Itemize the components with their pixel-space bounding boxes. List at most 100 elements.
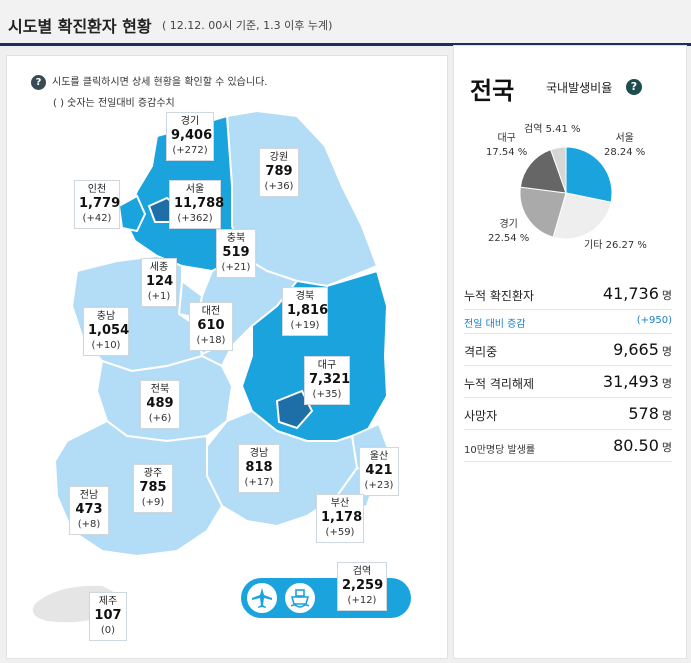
region-incheon[interactable] — [117, 194, 147, 233]
stat-label: 누적 격리해제 — [464, 377, 535, 391]
region-name: 검역 — [352, 566, 372, 577]
region-label-daegu[interactable]: 대구 7,321 (+35) — [304, 356, 350, 405]
pie-label-name: 대구 — [497, 133, 516, 144]
pie-label-name: 경기 — [499, 219, 518, 230]
region-name: 부산 — [330, 498, 350, 509]
region-count: 2,259 — [342, 578, 384, 593]
region-delta: (+9) — [141, 497, 165, 508]
pie-label-value: 17.54 % — [486, 147, 528, 158]
airplane-icon[interactable] — [245, 581, 279, 615]
region-label-chungbuk[interactable]: 충북 519 (+21) — [216, 229, 256, 278]
region-name: 전북 — [150, 384, 170, 395]
help-text: 시도를 클릭하시면 상세 현황을 확인할 수 있습니다. — [52, 77, 268, 88]
region-name: 전남 — [79, 490, 99, 501]
region-delta: (+36) — [264, 181, 294, 192]
help-note: ( ) 숫자는 전일대비 증감수치 — [53, 98, 175, 109]
region-delta: (+18) — [196, 335, 226, 346]
region-count: 489 — [146, 396, 174, 411]
stat-delta: 전일 대비 증감 (+950) — [464, 310, 672, 334]
pie-label-value: 22.54 % — [488, 233, 530, 244]
map-help: ? 시도를 클릭하시면 상세 현황을 확인할 수 있습니다. — [31, 73, 267, 90]
region-label-seoul[interactable]: 서울 11,788 (+362) — [169, 180, 225, 229]
region-count: 1,779 — [79, 196, 121, 211]
stat-unit: 명 — [661, 377, 672, 390]
pie-slice-2 — [519, 186, 567, 238]
region-delta: (+10) — [91, 340, 121, 351]
pie-label-value: 28.24 % — [604, 147, 646, 158]
region-count: 818 — [245, 460, 273, 475]
region-delta: (+1) — [147, 291, 171, 302]
pie-label-name: 서울 — [615, 133, 634, 144]
region-label-gyeongbuk[interactable]: 경북 1,816 (+19) — [282, 287, 328, 336]
page-subtitle: ( 12.12. 00시 기준, 1.3 이후 누계) — [162, 19, 333, 32]
help-icon[interactable]: ? — [31, 74, 46, 90]
region-label-jeonbuk[interactable]: 전북 489 (+6) — [140, 380, 180, 429]
stat-isolated: 격리중 9,665 명 — [464, 334, 672, 366]
region-name: 강원 — [269, 152, 289, 163]
region-delta: (+35) — [312, 389, 342, 400]
stat-unit: 명 — [661, 289, 672, 302]
region-label-gwangju[interactable]: 광주 785 (+9) — [133, 464, 173, 513]
pie-slice-3 — [519, 148, 567, 194]
stat-value: 578 — [628, 404, 659, 423]
stat-released: 누적 격리해제 31,493 명 — [464, 366, 672, 398]
region-delta: (+272) — [172, 145, 208, 156]
stat-value: 80.50 — [613, 436, 659, 455]
region-label-gyeongnam[interactable]: 경남 818 (+17) — [238, 444, 280, 493]
region-count: 1,816 — [287, 303, 329, 318]
page-title: 시도별 확진환자 현황 — [8, 17, 152, 36]
stat-label: 전일 대비 증감 — [464, 319, 526, 330]
region-label-busan[interactable]: 부산 1,178 (+59) — [316, 494, 364, 543]
stat-label: 사망자 — [464, 409, 498, 423]
pie-label-value: 26.27 % — [605, 240, 647, 251]
pie-label-quarantine: 검역 5.41 % — [524, 123, 581, 137]
region-delta: (+23) — [364, 480, 394, 491]
nation-title: 전국 — [470, 77, 515, 105]
ratio-label: 국내발생비율 — [546, 81, 613, 95]
stat-unit: 명 — [661, 409, 672, 422]
region-name: 인천 — [87, 184, 107, 195]
region-count: 7,321 — [309, 372, 351, 387]
region-count: 473 — [75, 502, 103, 517]
stat-label: 격리중 — [464, 345, 498, 359]
pie-label-value: 5.41 % — [545, 124, 581, 135]
region-label-chungnam[interactable]: 충남 1,054 (+10) — [83, 307, 129, 356]
region-delta: (+6) — [148, 413, 172, 424]
ratio-help-icon[interactable]: ? — [626, 79, 642, 95]
stat-value: 41,736 — [602, 284, 659, 303]
region-name: 서울 — [185, 184, 205, 195]
region-name: 경기 — [180, 116, 200, 127]
region-label-ulsan[interactable]: 울산 421 (+23) — [359, 447, 399, 496]
region-name: 대구 — [317, 360, 337, 371]
region-label-gyeonggi[interactable]: 경기 9,406 (+272) — [166, 112, 214, 161]
pie-slice-0 — [565, 146, 613, 203]
region-count: 11,788 — [174, 196, 225, 211]
stat-value: (+950) — [636, 315, 672, 326]
stat-label: 10만명당 발생률 — [464, 445, 536, 456]
page-header: 시도별 확진환자 현황 ( 12.12. 00시 기준, 1.3 이후 누계) — [0, 0, 691, 46]
region-label-jeju[interactable]: 제주 107 (0) — [89, 592, 127, 641]
region-label-sejong[interactable]: 세종 124 (+1) — [141, 258, 177, 307]
region-name: 대전 — [201, 306, 221, 317]
region-daegu[interactable] — [275, 389, 314, 430]
region-delta: (+21) — [221, 262, 251, 273]
national-summary-panel: 전국 국내발생비율 ? 검역 5.41 % 서울 28.24 % 대구 17.5… — [453, 45, 687, 659]
region-label-daejeon[interactable]: 대전 610 (+18) — [189, 302, 233, 351]
region-label-incheon[interactable]: 인천 1,779 (+42) — [74, 180, 120, 229]
region-count: 421 — [365, 463, 393, 478]
region-delta: (+17) — [244, 477, 274, 488]
region-label-gangwon[interactable]: 강원 789 (+36) — [259, 148, 299, 197]
region-delta: (+42) — [82, 213, 112, 224]
pie-slice-1 — [552, 192, 612, 240]
region-label-quarantine[interactable]: 검역 2,259 (+12) — [337, 562, 387, 611]
ship-icon[interactable] — [283, 581, 317, 615]
region-name: 광주 — [143, 468, 163, 479]
region-label-jeonnam[interactable]: 전남 473 (+8) — [69, 486, 109, 535]
region-name: 경북 — [295, 291, 315, 302]
region-count: 9,406 — [171, 128, 213, 143]
pie-label-seoul: 서울 28.24 % — [604, 132, 645, 160]
region-name: 경남 — [249, 448, 269, 459]
region-delta: (+59) — [325, 527, 355, 538]
stat-value: 9,665 — [613, 340, 659, 359]
region-delta: (+362) — [177, 213, 213, 224]
